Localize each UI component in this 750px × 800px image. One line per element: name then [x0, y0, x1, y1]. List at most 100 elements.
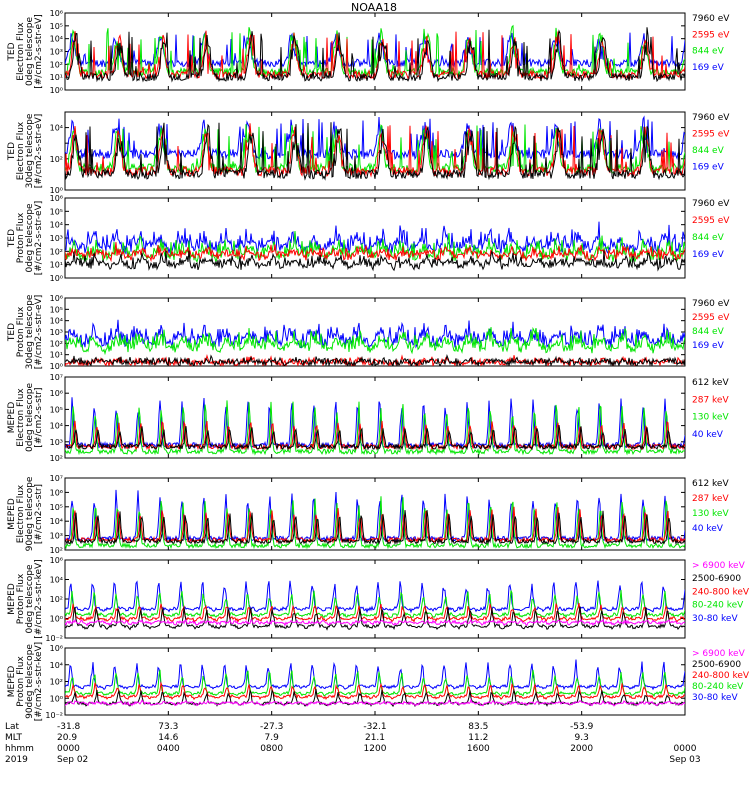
x-row-label: hhmm	[5, 744, 34, 754]
series-line	[65, 242, 685, 263]
legend-entry: 169 eV	[692, 250, 725, 260]
panel-ylabel: TED	[7, 323, 17, 342]
y-tick-label: 10¹	[50, 73, 63, 82]
series-line	[65, 506, 685, 544]
y-tick-label: 10³	[50, 234, 63, 243]
legend-entry: > 6900 keV	[692, 561, 746, 571]
x-tick-hhmm: 1200	[364, 744, 387, 754]
legend-entry: 130 keV	[692, 509, 729, 519]
legend-entry: 2595 eV	[692, 30, 730, 40]
series-line	[65, 659, 685, 691]
panel-8: 10⁻² 10⁰ 10² 10⁴ 10⁶ MEPED Proton Flux 90deg te…	[7, 642, 750, 721]
x-row-label: Lat	[5, 722, 20, 732]
panel-7: 10⁻² 10⁰ 10² 10⁴ 10⁶ MEPED Proton Flux 0deg tel…	[7, 556, 750, 643]
series-line	[65, 397, 685, 450]
legend-entry: 30-80 keV	[692, 693, 738, 703]
x-tick-hhmm: 2000	[570, 744, 593, 754]
series-line	[65, 681, 685, 701]
legend-entry: 169 eV	[692, 341, 725, 351]
x-tick-mlt: 21.1	[365, 733, 385, 743]
panel-ylabel: TED	[7, 42, 17, 61]
panel-ylabel: Electron Flux	[16, 22, 26, 81]
panel-ylabel: [#/cm2-s-str-eV]	[34, 114, 44, 189]
x-tick-hhmm: 0000	[57, 744, 80, 754]
legend-entry: 240-800 keV	[692, 587, 750, 597]
x-tick-mlt: 9.3	[575, 733, 589, 743]
y-tick-label: 10³	[50, 48, 63, 57]
legend-entry: 287 keV	[692, 494, 729, 504]
panel-ylabel: Proton Flux	[16, 306, 26, 357]
panel-ylabel: [#/cm2-s-str-eV]	[34, 14, 44, 89]
x-tick-lat: -31.8	[57, 722, 81, 732]
panel-ylabel: [#/cm2-s-str-keV]	[34, 559, 44, 638]
panel-ylabel: [#/cm2-s-str-eV]	[34, 201, 44, 276]
series-line	[65, 123, 685, 178]
panel-ylabel: 0deg telescope	[25, 383, 35, 453]
y-tick-label: 10⁵	[50, 305, 63, 314]
y-tick-label: 10⁴	[50, 221, 63, 230]
x-row-label: MLT	[5, 733, 23, 743]
y-tick-label: 10¹	[50, 261, 63, 270]
panel-ylabel: MEPED	[7, 402, 17, 434]
series-line	[65, 221, 685, 256]
y-tick-label: 10⁰	[50, 86, 63, 95]
series-line	[65, 669, 685, 698]
legend-entry: 844 eV	[692, 47, 725, 57]
legend-entry: 169 eV	[692, 63, 725, 73]
x-tick-mlt: 20.9	[57, 733, 77, 743]
series-line	[65, 122, 685, 181]
panel-ylabel: MEPED	[7, 666, 17, 698]
legend-entry: 2595 eV	[692, 130, 730, 140]
series-line	[65, 250, 685, 272]
y-tick-label: 10⁶	[50, 488, 63, 497]
y-tick-label: 10²	[50, 247, 63, 256]
legend-entry: 7960 eV	[692, 113, 730, 123]
y-tick-label: 10⁴	[50, 317, 63, 326]
legend-entry: 169 eV	[692, 163, 725, 173]
y-tick-label: 10⁴	[50, 35, 63, 44]
series-line	[65, 425, 685, 451]
panel-ylabel: 30deg telescope	[25, 113, 35, 188]
series-line	[65, 489, 685, 543]
series-line	[65, 400, 685, 456]
series-line	[65, 698, 685, 707]
panel-ylabel: TED	[7, 229, 17, 248]
series-line	[65, 326, 685, 356]
y-tick-label: 10⁶	[50, 194, 63, 203]
y-tick-label: 10²	[50, 678, 63, 687]
series-line	[65, 589, 685, 619]
y-tick-label: 10⁴	[50, 517, 63, 526]
panel-ylabel: Proton Flux	[16, 656, 26, 707]
panel-ylabel: 0deg telescope	[25, 203, 35, 273]
panel-ylabel: [#/cm2-s-str-keV]	[34, 642, 44, 721]
legend-entry: 40 keV	[692, 430, 724, 440]
y-tick-label: 10²	[50, 595, 63, 604]
series-line	[65, 509, 685, 546]
x-tick-lat: -53.9	[570, 722, 594, 732]
panel-ylabel: Proton Flux	[16, 573, 26, 624]
legend-entry: 40 keV	[692, 524, 724, 534]
series-line	[65, 580, 685, 614]
y-tick-label: 10⁰	[50, 615, 63, 624]
y-tick-label: 10⁴	[50, 422, 63, 431]
panel-ylabel: Electron Flux	[16, 388, 26, 447]
x-tick-hhmm: 1600	[467, 744, 490, 754]
y-tick-label: 10⁶	[50, 9, 63, 18]
y-tick-label: 10²	[50, 339, 63, 348]
series-line	[65, 27, 685, 83]
legend-entry: > 6900 keV	[692, 649, 746, 659]
y-tick-label: 10³	[50, 438, 63, 447]
y-tick-label: 10³	[50, 532, 63, 541]
panel-ylabel: Electron Flux	[16, 121, 26, 180]
legend-entry: 844 eV	[692, 327, 725, 337]
panel-ylabel: MEPED	[7, 498, 17, 530]
legend-entry: 30-80 keV	[692, 614, 738, 624]
series-line	[65, 496, 685, 550]
y-tick-label: 10⁰	[50, 186, 63, 195]
legend-entry: 80-240 keV	[692, 682, 744, 692]
panel-ylabel: 30deg telescope	[25, 294, 35, 369]
x-tick-hhmm: 0400	[157, 744, 180, 754]
